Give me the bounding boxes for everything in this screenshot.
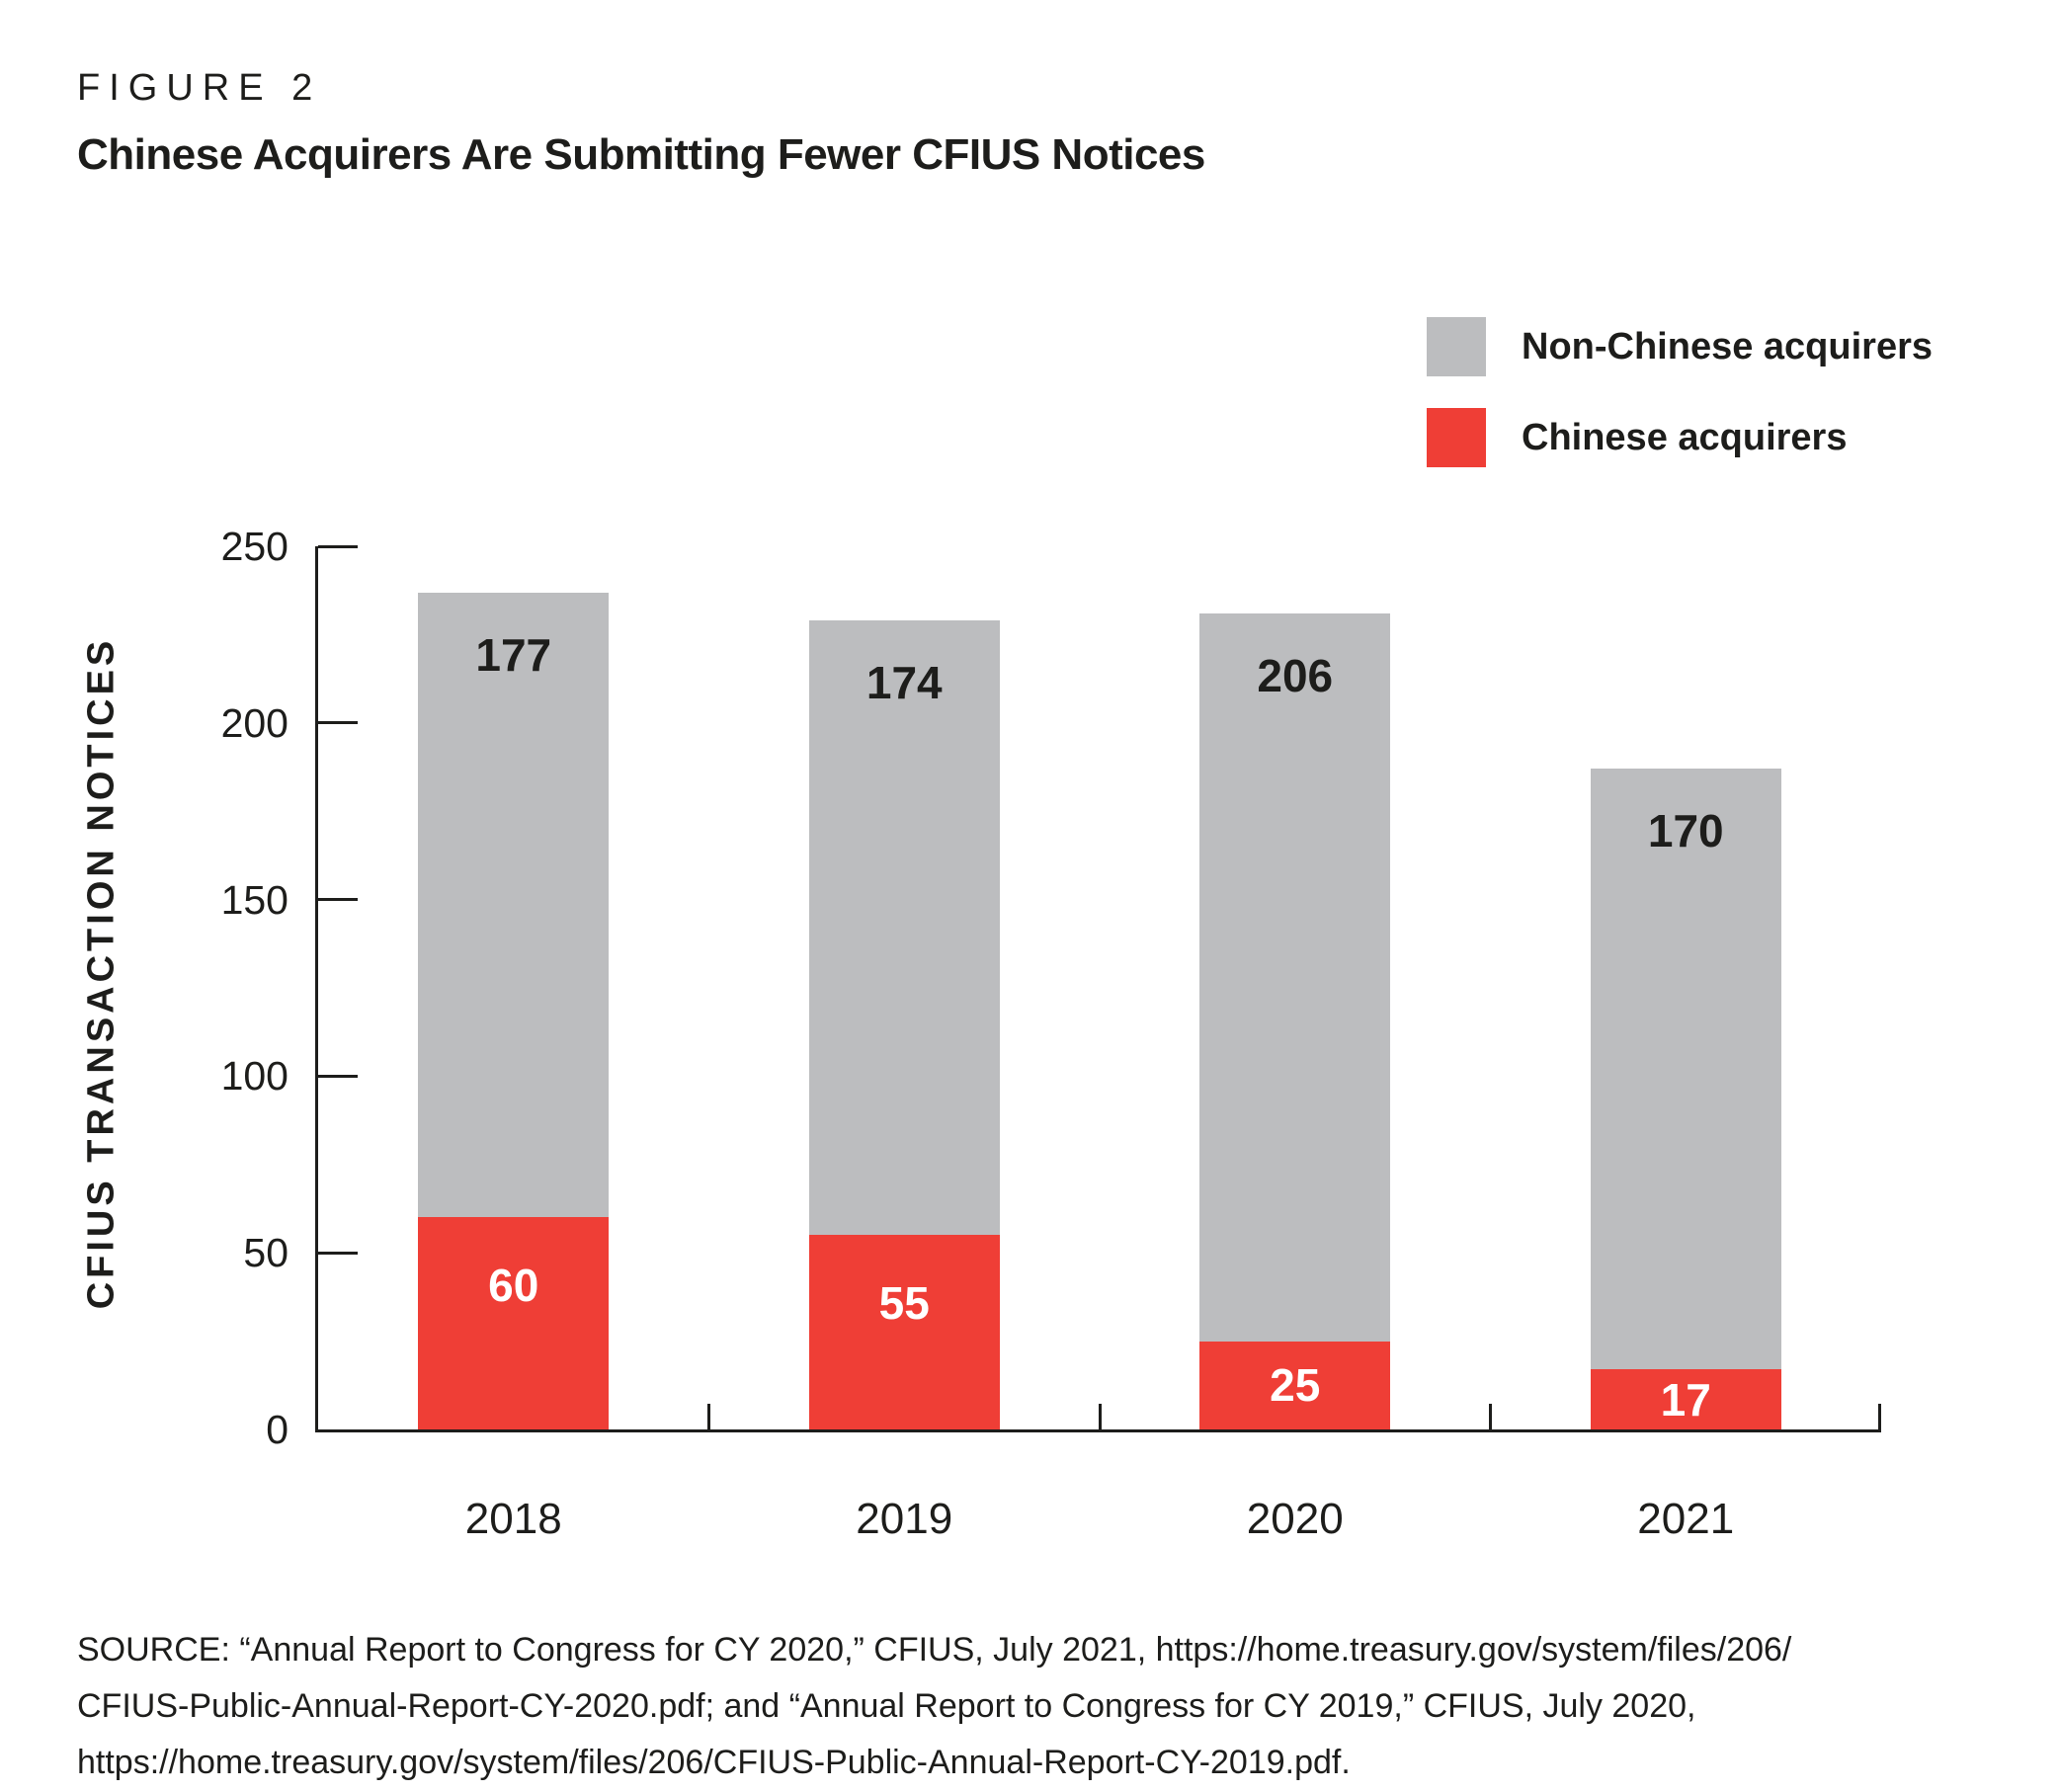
- legend-label: Chinese acquirers: [1522, 416, 1848, 458]
- bar-value-label: 55: [878, 1277, 930, 1330]
- source-note: SOURCE: “Annual Report to Congress for C…: [77, 1622, 2004, 1791]
- figure-title: Chinese Acquirers Are Submitting Fewer C…: [77, 130, 1205, 179]
- figure-number-label: FIGURE 2: [77, 67, 322, 109]
- bar-2019-segment-non-chinese: 174: [808, 620, 1000, 1236]
- source-line: https://home.treasury.gov/system/files/2…: [77, 1744, 1351, 1781]
- bar-2018-segment-chinese: 60: [418, 1217, 610, 1429]
- y-axis-tick-label: 150: [220, 876, 288, 923]
- bar-2021-segment-chinese: 17: [1590, 1369, 1781, 1429]
- bar-2019-segment-chinese: 55: [808, 1235, 1000, 1429]
- bar-2020-segment-chinese: 25: [1199, 1341, 1391, 1429]
- source-line: CFIUS-Public-Annual-Report-CY-2020.pdf; …: [77, 1687, 1696, 1725]
- bar-value-label: 60: [488, 1260, 539, 1312]
- y-axis-tick: [318, 898, 358, 902]
- bar-value-label: 17: [1660, 1373, 1711, 1425]
- y-axis-tick: [318, 721, 358, 725]
- y-axis-tick: [318, 1251, 358, 1255]
- bar-value-label: 177: [475, 628, 552, 681]
- legend-item-chinese: Chinese acquirers: [1427, 408, 1933, 467]
- x-axis-tick: [707, 1404, 710, 1429]
- y-axis-tick: [318, 1074, 358, 1078]
- x-axis-tick: [1098, 1404, 1102, 1429]
- y-axis-tick-label: 250: [220, 524, 288, 569]
- legend-label: Non-Chinese acquirers: [1522, 325, 1933, 367]
- x-category-label-2021: 2021: [1637, 1495, 1735, 1543]
- y-axis-tick-label: 200: [220, 699, 288, 746]
- x-axis-tick: [1489, 1404, 1492, 1429]
- y-axis-title: CFIUS TRANSACTION NOTICES: [80, 636, 123, 1310]
- x-category-label-2020: 2020: [1246, 1495, 1344, 1543]
- legend-item-non-chinese: Non-Chinese acquirers: [1427, 317, 1933, 376]
- x-category-label-2018: 2018: [464, 1495, 562, 1543]
- y-axis-tick-label: 50: [243, 1230, 288, 1276]
- x-axis-tick: [1878, 1404, 1881, 1429]
- bar-value-label: 174: [865, 657, 943, 709]
- bar-value-label: 206: [1257, 649, 1334, 701]
- y-axis-tick-label: 0: [266, 1407, 288, 1452]
- source-line: SOURCE: “Annual Report to Congress for C…: [77, 1631, 1792, 1669]
- stacked-bar-chart: 0 50 100 150 200 250 60 177 2018 55 174 2019 25 206 20…: [221, 524, 1881, 1543]
- bar-2018-segment-non-chinese: 177: [418, 592, 610, 1218]
- bar-value-label: 170: [1647, 805, 1724, 857]
- y-axis-tick: [318, 544, 358, 548]
- legend: Non-Chinese acquirers Chinese acquirers: [1427, 317, 1933, 499]
- bar-2020-segment-non-chinese: 206: [1199, 612, 1391, 1342]
- bar-value-label: 25: [1270, 1359, 1321, 1412]
- legend-swatch-non-chinese: [1427, 317, 1486, 376]
- y-axis-tick-label: 100: [220, 1053, 288, 1100]
- bar-2021-segment-non-chinese: 170: [1590, 769, 1781, 1370]
- x-category-label-2019: 2019: [856, 1495, 953, 1543]
- legend-swatch-chinese: [1427, 408, 1486, 467]
